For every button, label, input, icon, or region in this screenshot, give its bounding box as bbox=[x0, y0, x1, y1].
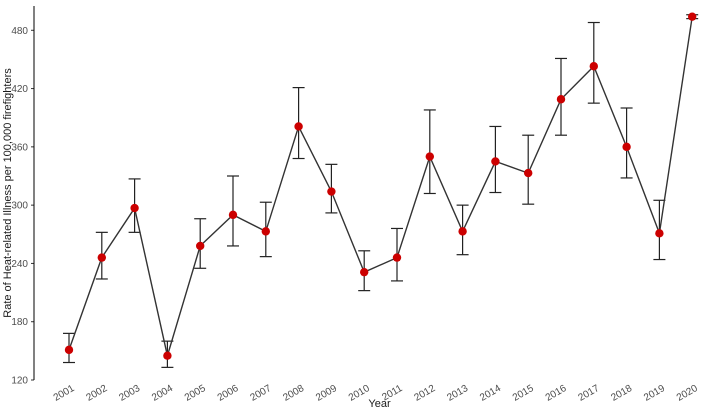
series-markers bbox=[64, 12, 697, 360]
y-axis-title: Rate of Heat-related Illness per 100,000… bbox=[2, 68, 14, 318]
data-point bbox=[64, 345, 74, 355]
error-bar bbox=[423, 109, 436, 195]
data-point bbox=[327, 187, 336, 196]
data-point bbox=[130, 203, 139, 213]
data-point bbox=[228, 210, 238, 220]
data-point bbox=[97, 253, 107, 262]
x-tick-label: 2015 bbox=[511, 383, 536, 404]
x-tick-label: 2020 bbox=[675, 383, 700, 404]
x-tick-label: 2016 bbox=[544, 383, 569, 404]
x-tick-label: 2018 bbox=[609, 383, 634, 404]
data-point bbox=[392, 253, 402, 262]
x-tick-label: 2008 bbox=[281, 383, 306, 404]
y-tick-label: 300 bbox=[11, 201, 28, 212]
x-tick-label: 2001 bbox=[52, 383, 77, 404]
data-point bbox=[458, 227, 467, 236]
x-tick-label: 2009 bbox=[314, 383, 339, 404]
data-point bbox=[491, 157, 500, 166]
data-point bbox=[294, 122, 303, 131]
data-point bbox=[589, 62, 598, 71]
x-tick-label: 2014 bbox=[478, 383, 503, 404]
data-point bbox=[655, 229, 664, 238]
data-point bbox=[360, 267, 369, 277]
x-tick-label: 2002 bbox=[85, 383, 110, 404]
y-tick-label: 420 bbox=[11, 84, 28, 95]
data-point bbox=[524, 168, 533, 178]
x-tick-label: 2004 bbox=[150, 383, 175, 404]
data-point bbox=[688, 12, 697, 21]
data-point bbox=[556, 95, 566, 104]
x-tick-label: 2007 bbox=[249, 383, 274, 404]
x-tick-label: 2019 bbox=[642, 383, 667, 404]
data-point bbox=[261, 227, 270, 236]
data-point bbox=[425, 152, 434, 161]
data-point bbox=[163, 351, 172, 360]
y-tick-label: 180 bbox=[11, 317, 28, 328]
y-tick-label: 480 bbox=[11, 26, 28, 37]
y-tick-label: 120 bbox=[11, 376, 28, 387]
x-tick-label: 2006 bbox=[216, 383, 241, 404]
y-tick-label: 240 bbox=[11, 259, 28, 270]
y-tick-label: 360 bbox=[11, 142, 28, 153]
x-tick-label: 2017 bbox=[577, 383, 602, 404]
series-line bbox=[68, 16, 693, 359]
y-axis-ticks: 120 180 240 300 360 420 480 bbox=[11, 26, 34, 387]
data-point bbox=[196, 241, 205, 251]
x-tick-label: 2012 bbox=[413, 383, 438, 404]
x-tick-label: 2013 bbox=[445, 383, 470, 404]
data-point bbox=[622, 142, 631, 152]
x-tick-label: 2005 bbox=[183, 383, 208, 404]
x-axis-title: Year bbox=[368, 398, 391, 410]
x-tick-label: 2003 bbox=[117, 383, 142, 404]
